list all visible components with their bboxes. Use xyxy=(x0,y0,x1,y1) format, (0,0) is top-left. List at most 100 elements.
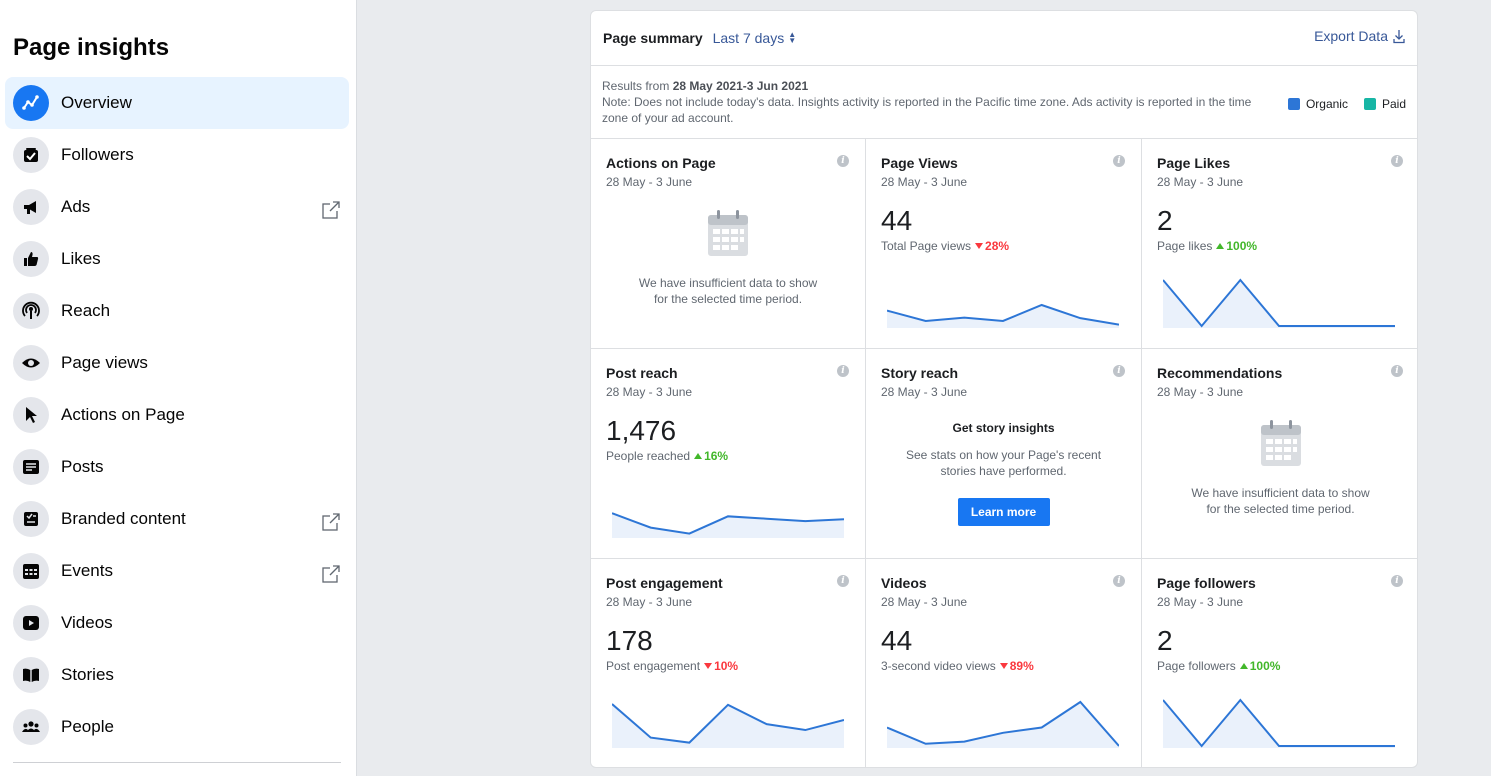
info-icon[interactable]: i xyxy=(837,155,849,167)
sparkline xyxy=(887,303,1119,328)
export-data-label: Export Data xyxy=(1314,28,1388,44)
sidebar-item-videos[interactable]: Videos xyxy=(5,597,349,649)
card-recommendations[interactable]: Recommendations 28 May - 3 June i We hav… xyxy=(1142,349,1417,559)
card-date: 28 May - 3 June xyxy=(1157,175,1244,189)
sidebar-item-actions-on-page[interactable]: Actions on Page xyxy=(5,389,349,441)
sidebar-item-people[interactable]: People xyxy=(5,701,349,753)
sidebar-item-label: Stories xyxy=(61,665,114,684)
card-title: Page Likes xyxy=(1157,155,1231,171)
delta-badge: 89% xyxy=(999,659,1034,673)
sidebar: Page insights Overview Followers Ads xyxy=(0,0,357,776)
card-title: Videos xyxy=(881,575,927,591)
external-link-icon[interactable] xyxy=(321,512,341,532)
up-arrow-icon xyxy=(694,453,703,459)
branded-content-icon xyxy=(13,501,49,537)
card-page-likes[interactable]: Page Likes 28 May - 3 June i 2 Page like… xyxy=(1142,139,1417,349)
broadcast-icon xyxy=(13,293,49,329)
delta-badge: 10% xyxy=(704,659,738,673)
sidebar-item-label: People xyxy=(61,717,114,736)
info-icon[interactable]: i xyxy=(1391,365,1403,377)
card-videos[interactable]: Videos 28 May - 3 June i 44 3-second vid… xyxy=(866,559,1142,767)
card-page-views[interactable]: Page Views 28 May - 3 June i 44 Total Pa… xyxy=(866,139,1142,349)
info-icon[interactable]: i xyxy=(1113,365,1125,377)
export-data-button[interactable]: Export Data xyxy=(1314,28,1405,44)
thumbs-up-icon xyxy=(13,241,49,277)
sidebar-item-followers[interactable]: Followers xyxy=(5,129,349,181)
info-icon[interactable]: i xyxy=(1391,155,1403,167)
down-arrow-icon xyxy=(975,243,984,249)
calendar-icon xyxy=(708,210,748,256)
sidebar-item-overview[interactable]: Overview xyxy=(5,77,349,129)
note-text: Note: Does not include today's data. Ins… xyxy=(602,95,1252,125)
legend-label: Organic xyxy=(1305,97,1348,111)
down-arrow-icon xyxy=(704,663,713,669)
legend-swatch xyxy=(1363,98,1376,110)
sidebar-item-events[interactable]: Events xyxy=(5,545,349,597)
empty-state: We have insufficient data to show for th… xyxy=(606,209,850,307)
delta-badge: 100% xyxy=(1239,659,1280,673)
metric-label: People reached xyxy=(606,449,691,463)
info-icon[interactable]: i xyxy=(1113,155,1125,167)
panel-title: Page summary xyxy=(603,30,703,46)
sidebar-item-branded-content[interactable]: Branded content xyxy=(5,493,349,545)
card-post-reach[interactable]: Post reach 28 May - 3 June i 1,476 Peopl… xyxy=(591,349,866,559)
card-post-engagement[interactable]: Post engagement 28 May - 3 June i 178 Po… xyxy=(591,559,866,767)
sparkline-line xyxy=(612,512,844,535)
external-link-icon[interactable] xyxy=(321,564,341,584)
sidebar-item-ads[interactable]: Ads xyxy=(5,181,349,233)
info-icon[interactable]: i xyxy=(837,575,849,587)
download-icon xyxy=(1393,29,1405,43)
info-icon[interactable]: i xyxy=(1391,575,1403,587)
sidebar-nav: Overview Followers Ads Likes Reac xyxy=(5,77,349,753)
metric-label: Page likes xyxy=(1157,239,1213,253)
sidebar-item-posts[interactable]: Posts xyxy=(5,441,349,493)
card-date: 28 May - 3 June xyxy=(606,175,693,189)
delta-value: 28% xyxy=(985,239,1010,253)
panel-header: Page summary Last 7 days ▲ ▼ Export Data xyxy=(591,11,1417,66)
metric-value: 2 xyxy=(1157,205,1173,236)
sidebar-divider xyxy=(13,762,341,763)
posts-icon xyxy=(13,449,49,485)
card-actions-on-page[interactable]: Actions on Page 28 May - 3 June i We hav… xyxy=(591,139,866,349)
info-icon[interactable]: i xyxy=(837,365,849,377)
card-title: Actions on Page xyxy=(606,155,716,171)
sidebar-item-label: Videos xyxy=(61,613,113,632)
info-icon[interactable]: i xyxy=(1113,575,1125,587)
metric-subtitle: 3-second video views 89% xyxy=(881,659,1126,673)
book-icon xyxy=(13,657,49,693)
eye-icon xyxy=(13,345,49,381)
card-story-reach[interactable]: Story reach 28 May - 3 June i Get story … xyxy=(866,349,1142,559)
date-range-select[interactable]: Last 7 days ▲ ▼ xyxy=(713,30,797,46)
card-title: Page Views xyxy=(881,155,958,171)
calendar-icon xyxy=(13,553,49,589)
sidebar-item-page-views[interactable]: Page views xyxy=(5,337,349,389)
sidebar-item-stories[interactable]: Stories xyxy=(5,649,349,701)
sparkline-line xyxy=(1163,278,1395,328)
metrics-grid: Actions on Page 28 May - 3 June i We hav… xyxy=(591,139,1417,767)
metric-subtitle: Post engagement 10% xyxy=(606,659,850,673)
delta-badge: 100% xyxy=(1216,239,1257,253)
sparkline-line xyxy=(887,303,1119,326)
sparkline-line xyxy=(612,703,844,744)
card-title: Recommendations xyxy=(1157,365,1283,381)
metric-subtitle: Page likes 100% xyxy=(1157,239,1404,253)
sparkline-line xyxy=(887,700,1119,747)
sidebar-item-likes[interactable]: Likes xyxy=(5,233,349,285)
card-date: 28 May - 3 June xyxy=(881,175,968,189)
sidebar-item-reach[interactable]: Reach xyxy=(5,285,349,337)
metric-subtitle: People reached 16% xyxy=(606,449,850,463)
card-date: 28 May - 3 June xyxy=(1157,595,1244,609)
date-range-value: Last 7 days xyxy=(712,30,785,46)
megaphone-icon xyxy=(13,189,49,225)
card-title: Page followers xyxy=(1157,575,1256,591)
chart-line-icon xyxy=(13,85,49,121)
learn-more-button[interactable]: Learn more xyxy=(957,498,1050,526)
metric-value: 178 xyxy=(606,625,653,656)
sparkline xyxy=(1163,278,1395,328)
sidebar-item-label: Followers xyxy=(61,145,134,164)
legend: Organic Paid xyxy=(1272,96,1406,112)
card-page-followers[interactable]: Page followers 28 May - 3 June i 2 Page … xyxy=(1142,559,1417,767)
external-link-icon[interactable] xyxy=(321,200,341,220)
results-range-line: Results from 28 May 2021-3 Jun 2021 xyxy=(602,78,1406,94)
sparkline-area xyxy=(887,702,1119,748)
